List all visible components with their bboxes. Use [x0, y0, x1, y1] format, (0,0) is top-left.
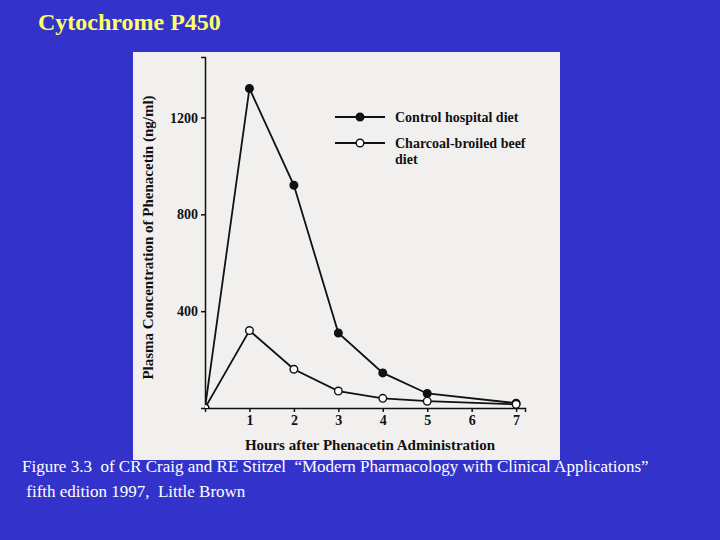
tick: 1200	[170, 110, 205, 125]
title: Cytochrome P450	[38, 9, 221, 35]
legend-label: Charcoal-broiled beef diet	[395, 136, 529, 167]
tick: 800	[177, 207, 205, 222]
tick-label: 2	[291, 413, 298, 428]
x-axis: 1 2 3 4 5 6 7	[206, 408, 526, 428]
marker	[290, 365, 298, 373]
marker	[335, 387, 343, 395]
tick-label: 1	[246, 413, 253, 428]
tick-label: 1200	[170, 110, 198, 125]
marker	[205, 404, 209, 408]
caption: Figure 3.3 of CR Craig and RE Stitzel “M…	[22, 457, 649, 476]
tick-mark	[427, 408, 429, 412]
tick-mark	[201, 311, 205, 313]
tick-mark	[201, 214, 205, 216]
tick-mark	[471, 408, 473, 412]
tick-label: 6	[469, 413, 476, 428]
legend-entry: Charcoal-broiled beef diet	[335, 136, 529, 167]
background	[0, 0, 720, 540]
series-line	[205, 331, 516, 408]
tick: 2	[291, 408, 298, 428]
axis-line	[206, 409, 526, 413]
tick-mark	[338, 408, 340, 412]
tick-label: 3	[335, 413, 342, 428]
tick: 4	[380, 408, 387, 428]
tick-mark	[249, 408, 251, 412]
tick: 400	[177, 304, 205, 319]
tick-mark	[294, 408, 296, 412]
tick-mark	[516, 408, 518, 412]
tick: 1	[246, 408, 253, 428]
legend-marker	[356, 139, 364, 147]
marker	[290, 181, 298, 189]
y-axis: 400 800 1200	[170, 58, 206, 409]
plot-area	[205, 85, 520, 408]
tick-label: 800	[177, 207, 198, 222]
tick: 3	[335, 408, 342, 428]
x-axis-title: Hours after Phenacetin Administration	[245, 437, 496, 453]
marker	[205, 404, 209, 408]
tick: 6	[469, 408, 476, 428]
tick-label: 400	[177, 304, 198, 319]
legend-entry: Control hospital diet	[335, 110, 519, 125]
tick-mark	[201, 117, 205, 119]
figure-panel	[133, 52, 560, 460]
marker	[423, 390, 431, 398]
tick-label: 7	[513, 413, 520, 428]
tick-label: 4	[380, 413, 387, 428]
marker	[246, 85, 254, 93]
marker	[379, 369, 387, 377]
y-axis-title: Plasma Concentration of Phenacetin (ng/m…	[140, 95, 157, 379]
marker	[246, 327, 254, 335]
tick-mark	[383, 408, 385, 412]
legend: Control hospital diet Charcoal-broiled be…	[335, 110, 529, 167]
marker	[379, 395, 387, 403]
tick-label: 5	[424, 413, 431, 428]
tick: 7	[513, 408, 520, 428]
axis-line	[201, 58, 206, 409]
legend-marker	[356, 113, 364, 121]
marker	[335, 329, 343, 337]
marker	[512, 401, 520, 408]
tick: 5	[424, 408, 431, 428]
marker	[423, 397, 431, 405]
caption: fifth edition 1997, Little Brown	[22, 482, 246, 501]
legend-label: Control hospital diet	[395, 110, 519, 125]
